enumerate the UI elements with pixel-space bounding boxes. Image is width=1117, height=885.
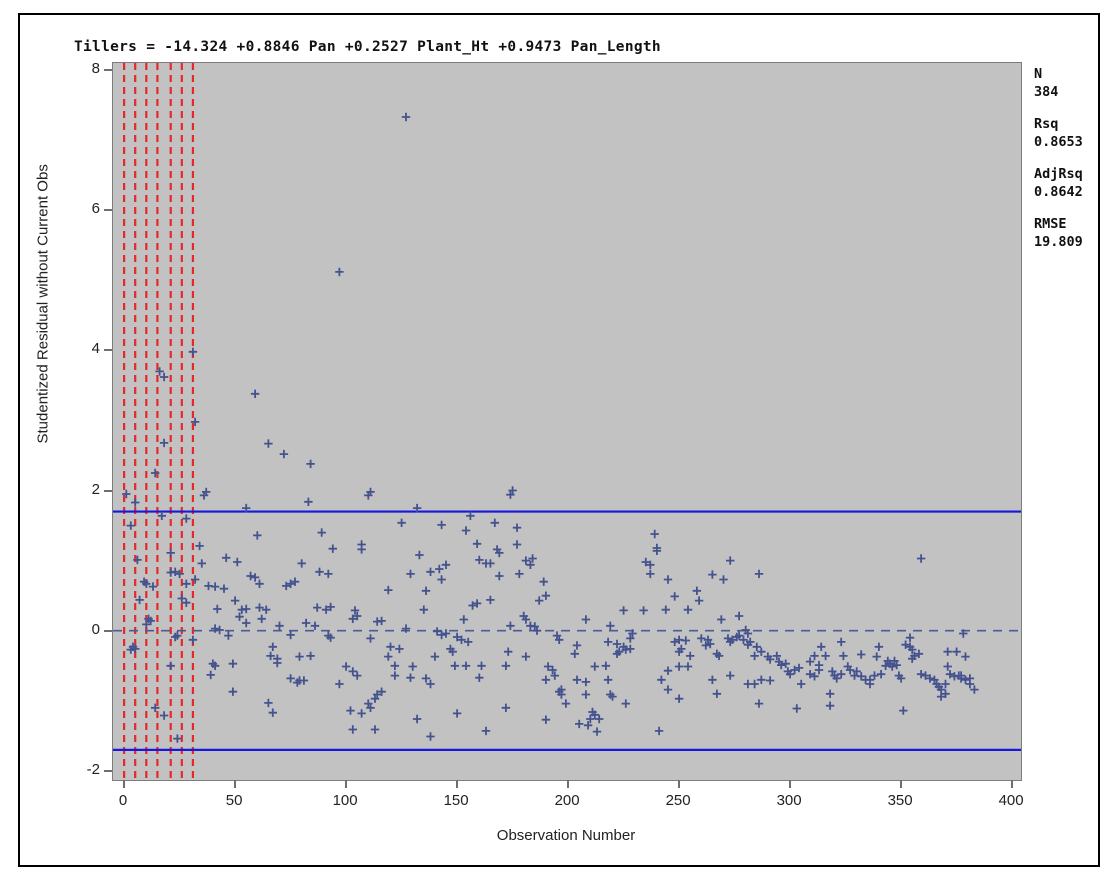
- regression-equation-title: Tillers = -14.324 +0.8846 Pan +0.2527 Pl…: [74, 39, 661, 55]
- y-tick-label: -2: [86, 760, 100, 778]
- x-tick-mark: [1011, 780, 1014, 788]
- stat-adjrsq: AdjRsq 0.8642: [1034, 165, 1083, 201]
- x-tick-mark: [234, 780, 237, 788]
- stat-n-label: N: [1034, 66, 1043, 82]
- x-tick-label: 350: [887, 792, 913, 809]
- plot-area: [112, 62, 1022, 781]
- y-tick-label: 8: [91, 60, 100, 77]
- x-tick-label: 300: [776, 792, 802, 809]
- stat-rsq-label: Rsq: [1034, 116, 1059, 132]
- y-tick-label: 6: [91, 200, 100, 218]
- y-tick-mark: [104, 489, 112, 492]
- stat-rmse-value: 19.809: [1034, 234, 1083, 250]
- x-tick-label: 200: [554, 792, 580, 809]
- y-tick-label: 2: [91, 480, 100, 498]
- stat-rsq-value: 0.8653: [1034, 134, 1083, 150]
- y-axis-label: Studentized Residual without Current Obs: [34, 164, 52, 444]
- stat-rmse-label: RMSE: [1034, 216, 1067, 232]
- stat-adjrsq-label: AdjRsq: [1034, 166, 1083, 182]
- x-tick-label: 250: [665, 792, 691, 809]
- x-tick-mark: [123, 780, 126, 788]
- stat-rmse: RMSE 19.809: [1034, 215, 1083, 251]
- y-tick-mark: [104, 769, 112, 772]
- scatter-plot-svg: [113, 63, 1021, 780]
- x-tick-label: 100: [332, 792, 358, 809]
- y-tick-label: 0: [91, 620, 100, 638]
- stat-n-value: 384: [1034, 84, 1059, 100]
- x-tick-mark: [789, 780, 792, 788]
- stat-rsq: Rsq 0.8653: [1034, 115, 1083, 151]
- y-tick-mark: [104, 69, 112, 71]
- scatter-points: [122, 112, 979, 743]
- x-tick-mark: [345, 780, 348, 788]
- x-tick-label: 50: [225, 792, 243, 809]
- x-tick-mark: [567, 780, 570, 788]
- x-tick-label: 150: [443, 792, 469, 809]
- y-tick-mark: [104, 629, 112, 632]
- fit-statistics: N 384 Rsq 0.8653 AdjRsq 0.8642 RMSE 19.8…: [1034, 65, 1083, 265]
- y-tick-mark: [104, 349, 112, 352]
- y-tick-mark: [104, 209, 112, 212]
- stat-n: N 384: [1034, 65, 1083, 101]
- stat-adjrsq-value: 0.8642: [1034, 184, 1083, 200]
- x-tick-mark: [900, 780, 903, 788]
- y-tick-label: 4: [91, 340, 100, 358]
- x-tick-label: 400: [998, 792, 1024, 809]
- x-tick-mark: [456, 780, 459, 788]
- x-tick-mark: [678, 780, 681, 788]
- x-axis-label: Observation Number: [496, 827, 636, 844]
- figure-border: Tillers = -14.324 +0.8846 Pan +0.2527 Pl…: [18, 13, 1100, 867]
- x-tick-label: 0: [118, 792, 128, 809]
